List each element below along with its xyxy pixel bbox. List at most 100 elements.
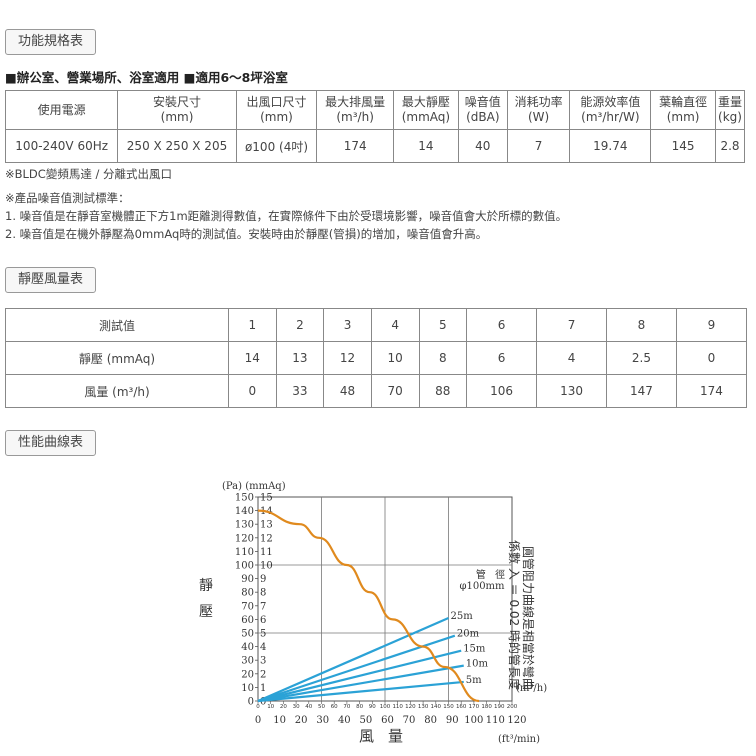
x-tick-label-m3h: 110 (392, 704, 403, 710)
y-tick-label-pa: 130 (235, 520, 254, 531)
x-tick-label-cfm: 120 (507, 715, 526, 726)
pressure-cell: 10 (370, 341, 420, 375)
x-tick-label-m3h: 150 (443, 704, 454, 710)
spec-value: 19.74 (569, 129, 652, 163)
pressure-cell: 0 (675, 341, 748, 375)
x-unit-label-cfm: (ft³/min) (498, 734, 540, 745)
spec-value: 100-240V 60Hz (4, 129, 119, 163)
y-tick-label-mmaq: 11 (260, 547, 273, 558)
usage-subtitle: ■辦公室、營業場所、浴室適用 ■適用6～8坪浴室 (5, 70, 288, 85)
y-tick-label-mmaq: 7 (260, 601, 266, 612)
x-tick-label-cfm: 70 (403, 715, 416, 726)
x-tick-label-m3h: 170 (469, 704, 480, 710)
spec-header: 噪音值 (dBA) (457, 90, 508, 130)
x-tick-label-cfm: 40 (338, 715, 351, 726)
x-axis-label: 風量 (359, 727, 417, 745)
x-tick-label-m3h: 30 (293, 704, 300, 710)
pressure-cell: 147 (606, 374, 677, 408)
spec-header-row: 使用電源 安裝尺寸 (mm) 出風口尺寸 (mm) 最大排風量 (m³/h) 最大靜壓… (4, 90, 746, 130)
pressure-table: 測試值 1 2 3 4 5 6 7 8 9 靜壓 (mmAq) 14 13 12 10 8 6 4 2.5 0 風量 (… (5, 308, 748, 408)
spec-header: 使用電源 (4, 90, 119, 130)
spec-value: 40 (457, 129, 508, 163)
pressure-cell: 48 (323, 374, 372, 408)
spec-value: 174 (316, 129, 394, 163)
y-tick-label-pa: 40 (241, 642, 254, 653)
pressure-row-label: 測試值 (5, 308, 229, 342)
spec-value: 145 (650, 129, 716, 163)
spec-value: 250 X 250 X 205 (117, 129, 237, 163)
y-tick-label-pa: 140 (235, 506, 254, 517)
y-tick-label-pa: 30 (241, 656, 254, 667)
noise-note-2: 2. 噪音值是在機外靜壓為0mmAq時的測試值。安裝時由於靜壓(管損)的增加，噪… (5, 227, 488, 241)
duct-curve-25m (257, 617, 449, 703)
side-note-line: 係數 入 ＝ 0.02 時的管長度 (507, 540, 522, 690)
y-tick-label-mmaq: 5 (260, 629, 266, 640)
section-pressure-button[interactable]: 靜壓風量表 (5, 267, 97, 293)
x-tick-label-cfm: 50 (360, 715, 373, 726)
pressure-cell: 0 (228, 374, 277, 408)
duct-label-15m: 15m (463, 644, 486, 655)
spec-value: 2.8 (714, 129, 746, 163)
y-tick-label-pa: 100 (235, 561, 254, 572)
x-tick-label-cfm: 10 (273, 715, 286, 726)
y-tick-label-mmaq: 1 (260, 683, 266, 694)
x-tick-label-m3h: 70 (343, 704, 350, 710)
y-unit-label: (Pa) (mmAq) (222, 481, 286, 492)
pressure-row-label: 風量 (m³/h) (5, 374, 229, 408)
duct-label-10m: 10m (466, 659, 489, 670)
pressure-cell: 130 (536, 374, 607, 408)
x-tick-label-m3h: 100 (380, 704, 391, 710)
y-tick-label-pa: 50 (241, 629, 254, 640)
section-spec-button[interactable]: 功能規格表 (5, 29, 97, 55)
pressure-cell: 14 (228, 341, 277, 375)
section-curve-button[interactable]: 性能曲線表 (5, 430, 97, 456)
x-tick-label-m3h: 130 (418, 704, 429, 710)
performance-curve (257, 509, 480, 703)
y-tick-label-mmaq: 13 (260, 520, 273, 531)
x-tick-label-m3h: 180 (481, 704, 492, 710)
spec-header: 最大排風量 (m³/h) (316, 90, 394, 130)
y-tick-label-mmaq: 8 (260, 588, 266, 599)
x-tick-label-m3h: 40 (305, 704, 312, 710)
pressure-cell: 8 (606, 308, 677, 342)
pressure-row: 靜壓 (mmAq) 14 13 12 10 8 6 4 2.5 0 (5, 341, 748, 375)
x-tick-label-cfm: 100 (464, 715, 483, 726)
noise-note-title: ※產品噪音值測試標準： (5, 191, 130, 205)
duct-label-25m: 25m (451, 611, 474, 622)
x-tick-label-m3h: 80 (356, 704, 363, 710)
pressure-cell: 7 (536, 308, 607, 342)
pressure-cell: 174 (675, 374, 748, 408)
pressure-cell: 33 (275, 374, 325, 408)
duct-curve-15m (257, 649, 462, 703)
x-tick-label-m3h: 90 (369, 704, 376, 710)
x-tick-label-m3h: 160 (456, 704, 467, 710)
duct-diameter-value: φ100mm (459, 581, 505, 592)
y-tick-label-pa: 0 (248, 697, 254, 708)
spec-value-row: 100-240V 60Hz 250 X 250 X 205 ø100 (4吋) … (4, 129, 746, 163)
x-tick-label-cfm: 0 (255, 715, 261, 726)
y-tick-label-mmaq: 2 (260, 669, 266, 680)
x-tick-label-cfm: 20 (295, 715, 308, 726)
spec-header: 安裝尺寸 (mm) (117, 90, 237, 130)
y-tick-label-mmaq: 3 (260, 656, 266, 667)
y-tick-label-pa: 10 (241, 683, 254, 694)
x-tick-label-m3h: 60 (331, 704, 338, 710)
spec-value: ø100 (4吋) (235, 129, 318, 163)
y-tick-label-pa: 120 (235, 533, 254, 544)
x-tick-label-m3h: 20 (280, 704, 287, 710)
x-tick-label-m3h: 120 (405, 704, 416, 710)
y-tick-label-mmaq: 6 (260, 615, 266, 626)
y-tick-label-mmaq: 10 (260, 561, 273, 572)
y-tick-label-mmaq: 0 (260, 697, 266, 708)
motor-note: ※BLDC變頻馬達 / 分離式出風口 (5, 167, 173, 181)
spec-table: 使用電源 安裝尺寸 (mm) 出風口尺寸 (mm) 最大排風量 (m³/h) 最大靜壓… (4, 90, 746, 163)
duct-curve-10m (257, 664, 464, 703)
pressure-cell: 5 (418, 308, 468, 342)
spec-header: 消耗功率 (W) (506, 90, 571, 130)
x-tick-label-m3h: 200 (507, 704, 518, 710)
x-tick-label-cfm: 110 (486, 715, 505, 726)
spec-value: 14 (392, 129, 459, 163)
x-unit-label-m3h: (m³/h) (516, 683, 547, 694)
noise-note-1: 1. 噪音值是在靜音室機體正下方1m距離測得數值，在實際條件下由於受環境影響，噪… (5, 209, 568, 223)
